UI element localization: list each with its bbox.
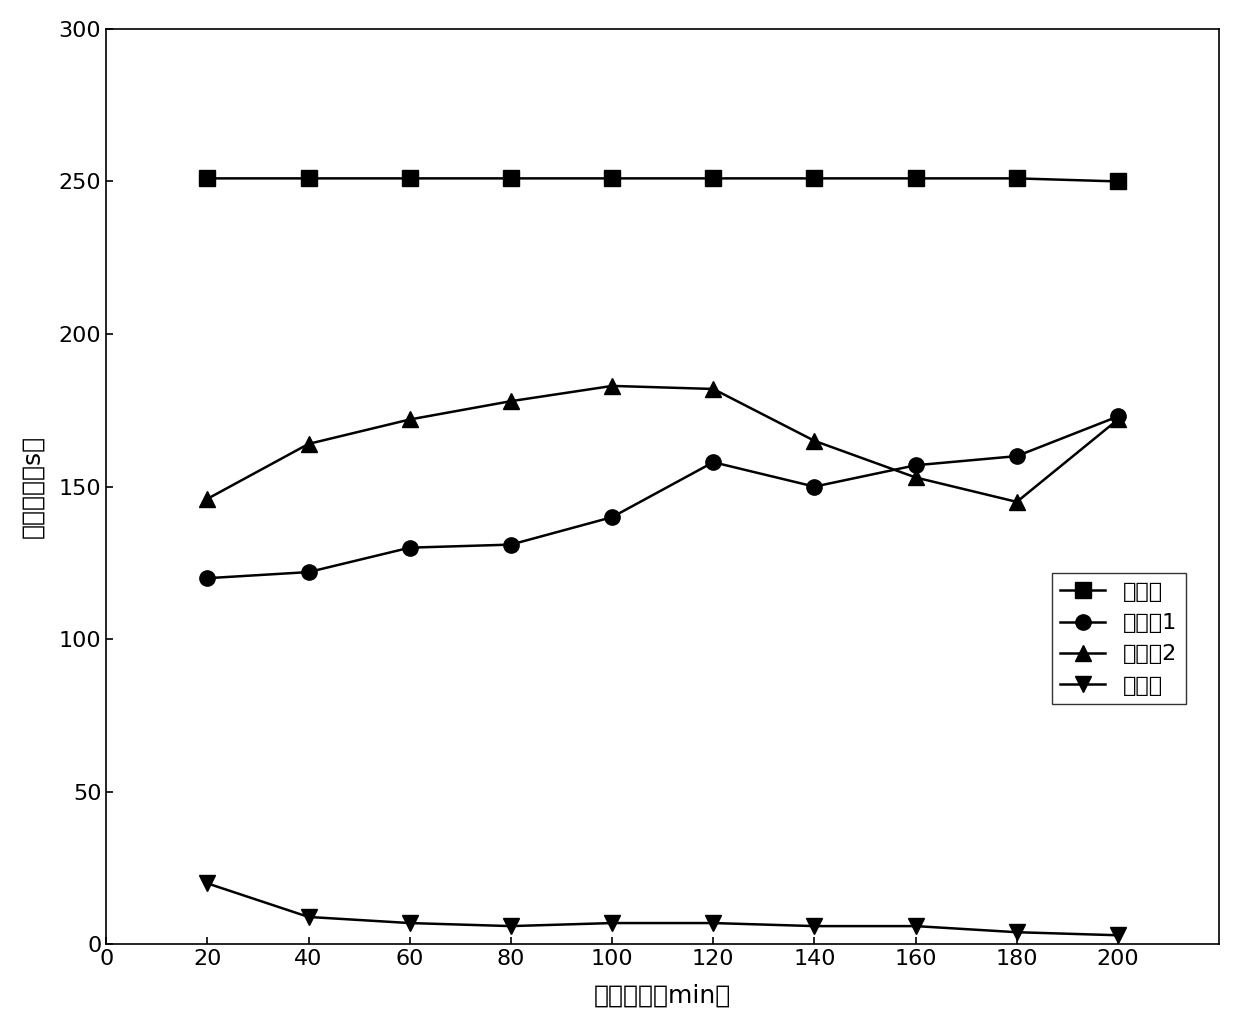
空白组 [706, 173, 720, 185]
空白组 [807, 173, 822, 185]
实验组2 [503, 395, 518, 407]
Line: 实验组1: 实验组1 [200, 409, 1126, 586]
模型组 [503, 920, 518, 932]
模型组 [908, 920, 923, 932]
模型组 [301, 911, 316, 923]
模型组 [706, 917, 720, 929]
实验组2 [807, 435, 822, 447]
实验组1 [807, 480, 822, 492]
空白组 [908, 173, 923, 185]
实验组1 [1111, 410, 1126, 423]
实验组2 [200, 492, 215, 505]
空白组 [605, 173, 620, 185]
实验组2 [908, 471, 923, 483]
实验组1 [908, 460, 923, 472]
Legend: 空白组, 实验组1, 实验组2, 模型组: 空白组, 实验组1, 实验组2, 模型组 [1052, 574, 1185, 704]
空白组 [402, 173, 417, 185]
实验组2 [1009, 495, 1024, 508]
实验组2 [605, 379, 620, 392]
模型组 [1111, 929, 1126, 942]
实验组1 [301, 565, 316, 578]
实验组1 [1009, 450, 1024, 463]
空白组 [1111, 175, 1126, 187]
空白组 [503, 173, 518, 185]
实验组2 [706, 382, 720, 395]
模型组 [1009, 926, 1024, 939]
模型组 [605, 917, 620, 929]
实验组2 [402, 413, 417, 426]
Y-axis label: 攀附时间（s）: 攀附时间（s） [21, 435, 45, 539]
实验组1 [605, 511, 620, 523]
模型组 [807, 920, 822, 932]
实验组1 [503, 539, 518, 551]
实验组2 [301, 438, 316, 450]
Line: 空白组: 空白组 [200, 171, 1126, 189]
模型组 [402, 917, 417, 929]
Line: 模型组: 模型组 [200, 876, 1126, 943]
实验组1 [200, 572, 215, 584]
实验组1 [706, 456, 720, 469]
实验组1 [402, 542, 417, 554]
Line: 实验组2: 实验组2 [200, 378, 1126, 510]
空白组 [301, 173, 316, 185]
X-axis label: 实验时间（min）: 实验时间（min） [594, 983, 732, 1007]
实验组2 [1111, 413, 1126, 426]
模型组 [200, 877, 215, 889]
空白组 [1009, 173, 1024, 185]
空白组 [200, 173, 215, 185]
